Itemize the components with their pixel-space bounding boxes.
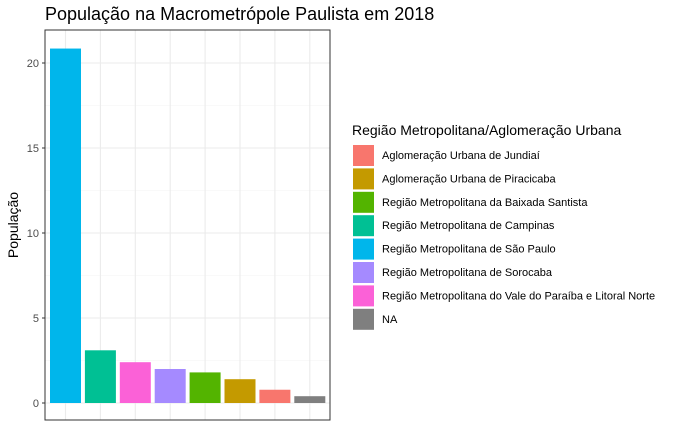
legend-title: Região Metropolitana/Aglomeração Urbana xyxy=(352,122,621,138)
legend-swatch xyxy=(353,238,374,260)
legend-label: Aglomeração Urbana de Piracicaba xyxy=(382,173,557,185)
bar xyxy=(189,372,221,403)
legend-label: Região Metropolitana de São Paulo xyxy=(382,244,556,256)
legend-swatch xyxy=(353,285,374,307)
y-tick-label: 0 xyxy=(33,398,39,410)
bar xyxy=(294,396,326,403)
bar xyxy=(119,362,151,403)
legend-label: Aglomeração Urbana de Jundiaí xyxy=(382,150,540,162)
legend-swatch xyxy=(353,308,374,330)
y-tick-label: 5 xyxy=(33,313,39,325)
bar xyxy=(154,369,186,403)
y-axis-title: População xyxy=(5,192,21,258)
legend-label: Região Metropolitana do Vale do Paraíba … xyxy=(382,290,655,302)
bar xyxy=(50,48,81,404)
legend-swatch xyxy=(353,215,374,237)
panel-border xyxy=(44,29,331,421)
bar xyxy=(224,379,256,403)
bar xyxy=(259,389,291,403)
legend-swatch xyxy=(353,145,374,166)
legend-label: NA xyxy=(382,314,398,326)
plot-panel xyxy=(44,29,331,421)
y-axis: 0 5 10 15 20 xyxy=(27,58,45,410)
legend-label: Região Metropolitana da Baixada Santista xyxy=(382,197,588,209)
chart-title: População na Macrometrópole Paulista em … xyxy=(45,4,434,24)
y-tick-label: 15 xyxy=(27,143,39,155)
legend-label: Região Metropolitana de Sorocaba xyxy=(382,267,553,279)
legend-swatch xyxy=(353,168,374,190)
bar xyxy=(84,350,116,403)
y-tick-label: 10 xyxy=(27,228,39,240)
legend: Região Metropolitana/Aglomeração Urbana … xyxy=(352,122,655,330)
legend-swatch xyxy=(353,191,374,213)
legend-swatch xyxy=(353,262,374,283)
y-tick-label: 20 xyxy=(27,58,39,70)
legend-label: Região Metropolitana de Campinas xyxy=(382,220,555,232)
